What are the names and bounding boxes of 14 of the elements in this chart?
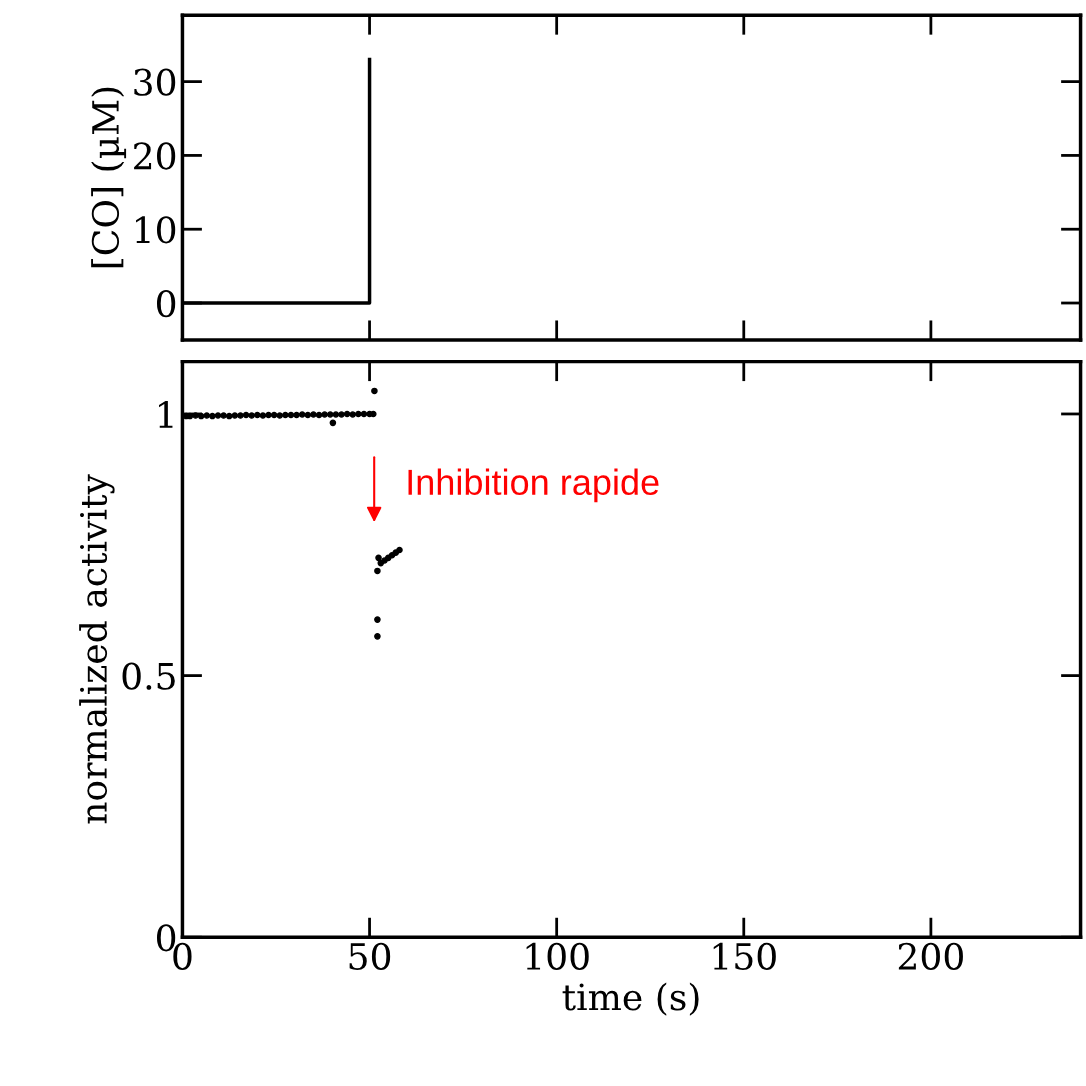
y-tick-label: 30	[134, 68, 176, 96]
annotation: Inhibition rapide	[408, 468, 659, 503]
y-axis-title: [CO] (µM)	[91, 87, 127, 268]
y-axis-title: normalized activity	[79, 474, 115, 824]
x-tick-label: 150	[713, 942, 776, 971]
x-axis-title: time (s)	[562, 982, 699, 1016]
y-tick-label: 20	[134, 142, 176, 170]
x-tick-label: 100	[526, 942, 589, 971]
y-tick-label: 0.5	[122, 662, 175, 690]
y-tick-label: 0	[156, 289, 176, 318]
y-tick-label: 10	[136, 216, 176, 244]
x-tick-label: 50	[349, 942, 391, 971]
x-tick-label: 200	[898, 942, 963, 971]
y-tick-label: 1	[159, 400, 173, 428]
